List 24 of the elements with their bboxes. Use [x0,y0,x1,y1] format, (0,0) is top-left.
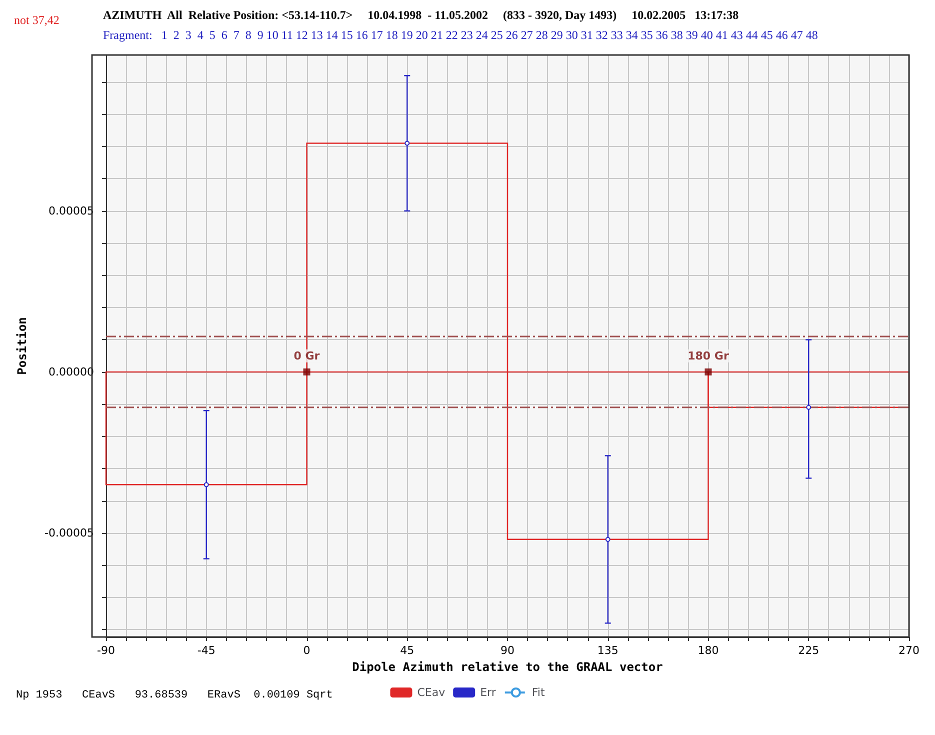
x-tick-label: 225 [798,644,820,657]
legend-label: Fit [532,686,546,699]
x-axis-title: Dipole Azimuth relative to the GRAAL vector [352,660,663,674]
x-tick-label: 0 [303,644,310,657]
legend-label: CEav [417,686,446,699]
chart-title: AZIMUTH All Relative Position: <53.14-110.7> 10.04.1998 - 11.05.2002 (833 - 3920, Day 1493) 10.02.2005 13:17:38 [103,8,739,22]
point [204,482,209,488]
x-tick-label: 135 [597,644,618,657]
point [605,536,610,542]
legend-label: Err [480,686,496,699]
y-axis-title: Position [15,317,29,375]
annotation: 180 Gr [688,349,730,362]
x-tick-label: -90 [97,644,115,657]
x-tick-label: 45 [400,644,414,657]
text: not 37,42 [14,13,60,27]
point [806,404,812,410]
annotation: 0 Gr [294,349,320,362]
x-tick-label: 270 [898,644,920,657]
chart-subtitle: Fragment: 1 2 3 4 5 6 7 8 9 10 11 12 13 14 15 16 17 18 19 20 21 22 23 24 25 26 27 28 29 30 31 32 33 34 35 36 38 39 40 41 43 44 45 46 47 48 [103,28,818,42]
x-tick-label: 180 [698,644,719,657]
point [404,140,410,146]
text: Np 1953 CEavS 93.68539 ERavS 0.00109 Sqrt [16,690,333,702]
x-tick-label: -45 [197,644,216,657]
x-tick-label: 90 [500,644,514,657]
